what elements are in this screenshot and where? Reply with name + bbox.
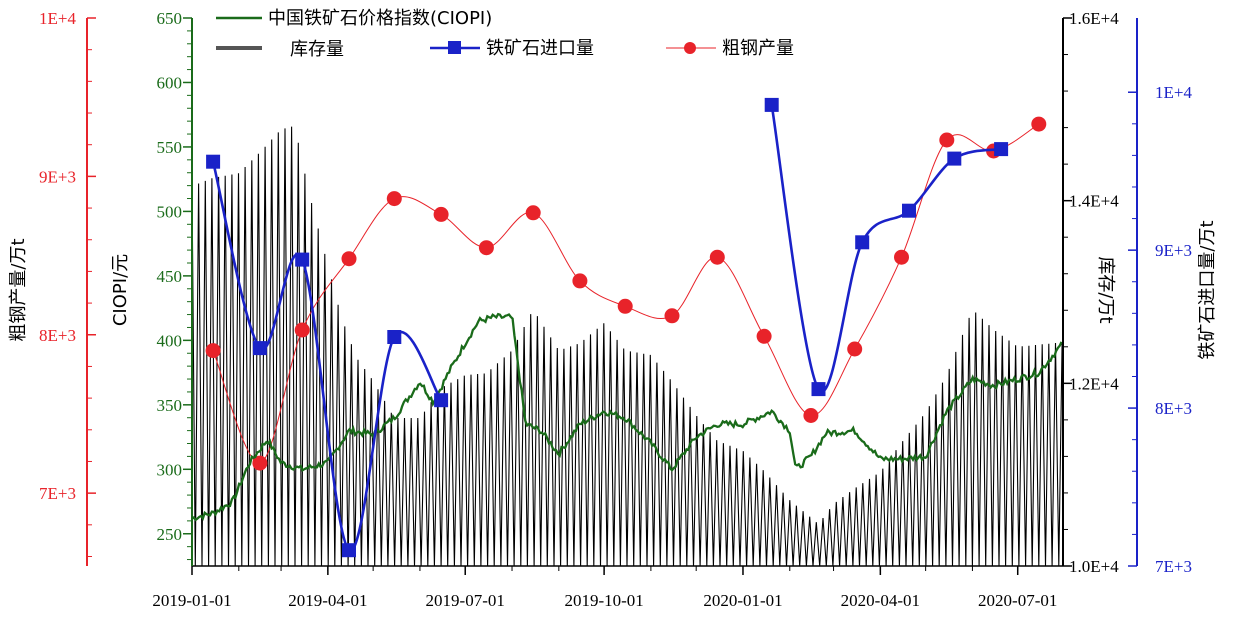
imports-series xyxy=(206,97,1009,558)
inventory-axis-title: 库存/万t xyxy=(1095,256,1116,323)
steel-point-12 xyxy=(756,328,772,344)
ciopi-tick-label-8: 650 xyxy=(157,9,183,28)
steel-point-6 xyxy=(478,240,494,256)
x-tick-label-5: 2020-04-01 xyxy=(841,591,920,610)
x-tick-label-6: 2020-07-01 xyxy=(978,591,1057,610)
imports-tick-label-3: 1E+4 xyxy=(1155,83,1192,102)
legend-steel-marker xyxy=(684,42,696,54)
imports-point-1 xyxy=(252,341,267,356)
imports-point-2 xyxy=(295,252,310,267)
ciopi-tick-label-6: 550 xyxy=(157,138,183,157)
imports-tick-label-0: 7E+3 xyxy=(1155,557,1192,576)
x-tick-label-2: 2019-07-01 xyxy=(426,591,505,610)
steel-point-10 xyxy=(664,308,680,324)
steel-tick-label-1: 8E+3 xyxy=(39,326,76,345)
legend-inventory-label: 库存量 xyxy=(290,39,344,60)
steel-point-4 xyxy=(386,191,402,207)
ciopi-tick-label-5: 500 xyxy=(157,202,183,221)
imports-line-1 xyxy=(770,104,1002,393)
imports-point-5 xyxy=(434,393,449,408)
steel-point-14 xyxy=(847,341,863,357)
legend-ciopi-label: 中国铁矿石价格指数(CIOPI) xyxy=(268,8,492,29)
inventory-tick-label-3: 1.6E+4 xyxy=(1069,9,1119,28)
imports-point-4 xyxy=(387,330,402,344)
imports-point-10 xyxy=(947,151,962,166)
ciopi-series xyxy=(191,312,1063,522)
steel-point-1 xyxy=(252,455,268,471)
ciopi-line xyxy=(191,312,1063,522)
inventory-line xyxy=(191,126,1063,567)
imports-tick-label-1: 8E+3 xyxy=(1155,399,1192,418)
ciopi-tick-label-4: 450 xyxy=(157,267,183,286)
inventory-tick-label-0: 1.0E+4 xyxy=(1069,557,1119,576)
x-tick-label-3: 2019-10-01 xyxy=(564,591,643,610)
steel-point-9 xyxy=(617,298,633,314)
imports-point-0 xyxy=(206,154,221,169)
steel-axis-title: 粗钢产量/万t xyxy=(8,238,29,341)
legend: 中国铁矿石价格指数(CIOPI) 库存量 铁矿石进口量 粗钢产量 xyxy=(216,8,794,60)
inventory-tick-label-1: 1.2E+4 xyxy=(1069,374,1119,393)
ciopi-tick-label-1: 300 xyxy=(157,460,183,479)
steel-point-2 xyxy=(294,322,310,338)
legend-steel-label: 粗钢产量 xyxy=(722,38,794,59)
steel-tick-label-3: 1E+4 xyxy=(39,9,76,28)
ciopi-tick-label-3: 400 xyxy=(157,331,183,350)
x-axis: 2019-01-01 2019-04-01 2019-07-01 2019-10-01… xyxy=(152,566,1057,610)
imports-axis: 7E+3 8E+3 9E+3 1E+4 铁矿石进口量/万t xyxy=(1128,18,1218,576)
imports-point-8 xyxy=(855,235,870,250)
x-tick-label-0: 2019-01-01 xyxy=(152,591,231,610)
imports-point-9 xyxy=(902,203,916,218)
steel-point-13 xyxy=(803,408,819,423)
steel-point-0 xyxy=(205,343,221,359)
x-tick-label-1: 2019-04-01 xyxy=(288,591,367,610)
steel-tick-label-0: 7E+3 xyxy=(39,484,76,503)
steel-axis: 7E+3 8E+3 9E+3 1E+4 粗钢产量/万t xyxy=(8,9,96,566)
steel-point-8 xyxy=(572,273,588,289)
x-tick-label-4: 2020-01-01 xyxy=(703,591,782,610)
legend-imports-marker xyxy=(448,41,461,54)
inventory-axis: 1.0E+4 1.2E+4 1.4E+4 1.6E+4 库存/万t xyxy=(1062,9,1119,576)
ciopi-axis-title: CIOPI/元 xyxy=(110,254,131,326)
imports-point-3 xyxy=(342,543,356,558)
ciopi-tick-label-2: 350 xyxy=(157,396,183,415)
imports-axis-title: 铁矿石进口量/万t xyxy=(1197,220,1218,359)
imports-point-7 xyxy=(811,382,826,397)
steel-point-7 xyxy=(525,205,541,221)
steel-point-3 xyxy=(341,251,357,267)
inventory-tick-label-2: 1.4E+4 xyxy=(1069,192,1119,211)
inventory-series xyxy=(191,126,1063,567)
steel-series xyxy=(205,116,1047,471)
steel-point-11 xyxy=(709,249,725,265)
steel-point-16 xyxy=(939,132,955,148)
ciopi-axis: 250 300 350 400 450 500 550 600 650 CIOPI/元 xyxy=(110,9,193,566)
steel-point-15 xyxy=(894,249,909,265)
imports-tick-label-2: 9E+3 xyxy=(1155,241,1192,260)
steel-tick-label-2: 9E+3 xyxy=(39,167,76,186)
ciopi-tick-label-7: 600 xyxy=(157,73,183,92)
steel-point-18 xyxy=(1031,116,1047,132)
legend-imports-label: 铁矿石进口量 xyxy=(486,38,594,59)
imports-point-11 xyxy=(994,142,1009,157)
ciopi-tick-label-0: 250 xyxy=(157,525,183,544)
steel-point-5 xyxy=(433,206,449,222)
imports-point-6 xyxy=(764,97,779,112)
